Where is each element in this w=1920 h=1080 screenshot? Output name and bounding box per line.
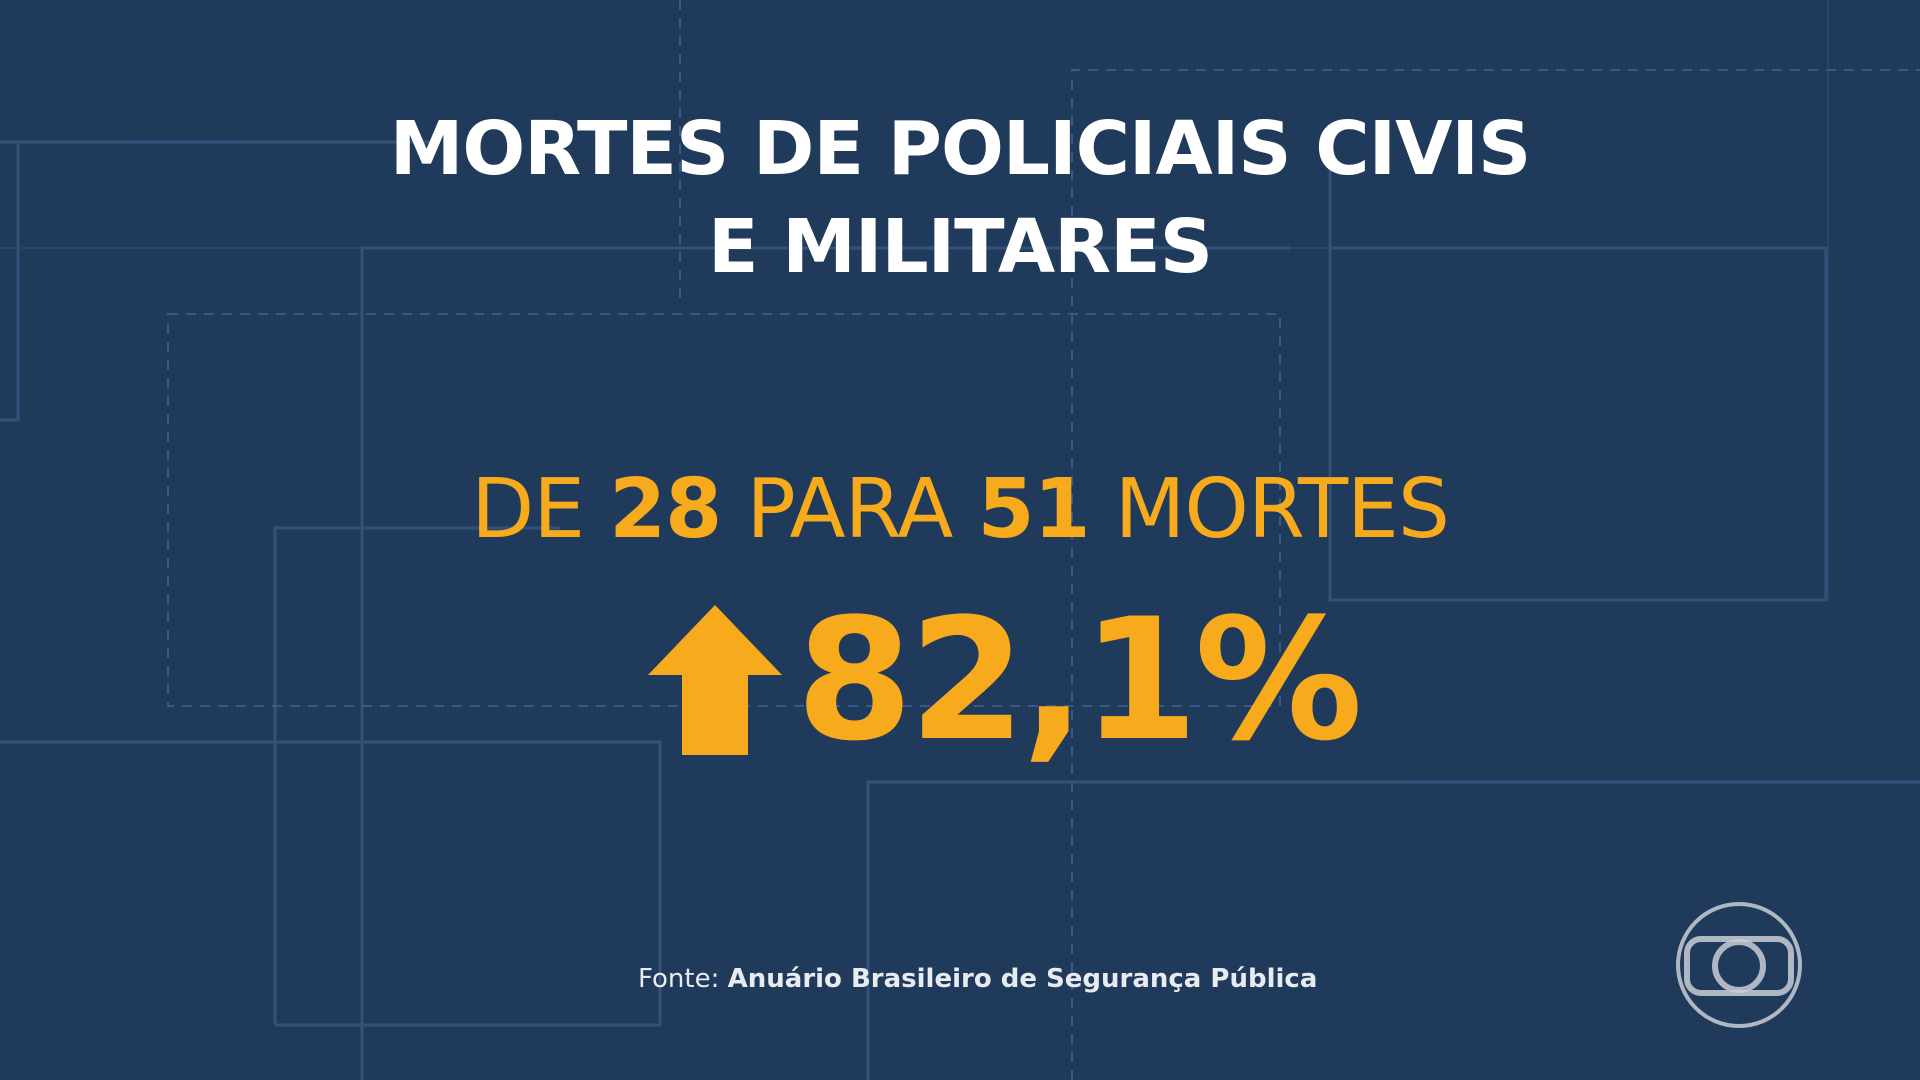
comparison-headline: DE 28 PARA 51 MORTES — [0, 455, 1920, 565]
bg-line-frame-bottom-left — [273, 526, 560, 1025]
title-line-2: E MILITARES — [707, 204, 1213, 290]
headline-suffix: MORTES — [1114, 462, 1450, 557]
globo-logo-icon — [1676, 902, 1802, 1028]
arrow-up-icon — [648, 605, 782, 755]
bg-line-frame-right — [1328, 246, 1828, 602]
source-label: Fonte: — [638, 964, 720, 994]
bg-line-frame-bottom-right — [866, 780, 1920, 1080]
page-title: MORTES DE POLICIAIS CIVIS E MILITARES — [0, 100, 1920, 296]
bg-line-frame-left — [0, 140, 20, 422]
percentage-stat: 82,1% — [648, 582, 1363, 778]
title-line-1: MORTES DE POLICIAIS CIVIS — [389, 106, 1532, 192]
percentage-value: 82,1% — [796, 582, 1363, 778]
headline-from-value: 28 — [609, 462, 722, 557]
source-value: Anuário Brasileiro de Segurança Pública — [727, 964, 1318, 994]
source-credit: Fonte: Anuário Brasileiro de Segurança P… — [638, 963, 1317, 995]
headline-connector: PARA — [746, 462, 953, 557]
headline-to-value: 51 — [977, 462, 1090, 557]
bg-dashed-frame-right — [1071, 69, 1920, 1080]
headline-prefix: DE — [471, 462, 585, 557]
